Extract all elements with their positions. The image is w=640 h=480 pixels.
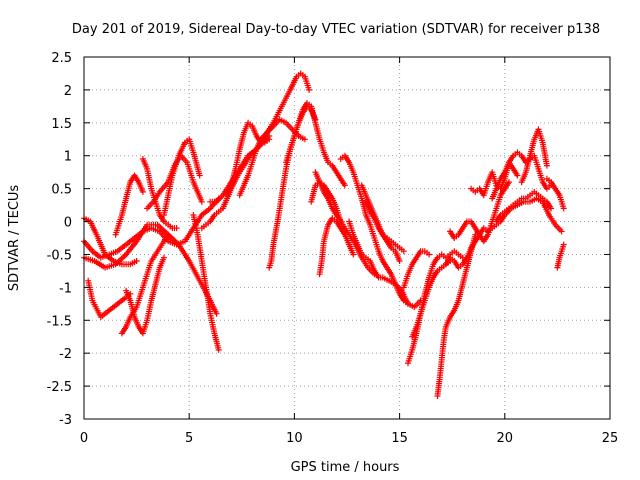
x-axis-label: GPS time / hours [291, 460, 400, 475]
y-tick-label: -2.5 [47, 380, 72, 395]
series-arc-33 [518, 126, 550, 186]
series-arc-24 [362, 198, 407, 255]
y-tick-label: 2 [64, 84, 72, 99]
series-arc-22 [346, 218, 424, 311]
plus-marker [85, 277, 134, 320]
x-tick-label: 10 [286, 431, 303, 446]
x-tick-label: 5 [185, 431, 193, 446]
x-tick-label: 15 [391, 431, 408, 446]
plus-marker [489, 149, 555, 202]
y-tick-label: 0.5 [51, 183, 72, 198]
plus-marker [316, 215, 357, 278]
plus-marker [434, 231, 479, 399]
y-tick-label: 2.5 [51, 51, 72, 66]
y-tick-label: 1 [64, 150, 72, 165]
plus-marker [161, 136, 203, 218]
series-arc-34 [493, 188, 555, 225]
plus-marker [112, 172, 146, 238]
plus-marker [346, 218, 424, 311]
series-arc-35 [543, 175, 567, 212]
data-points [81, 70, 567, 399]
y-tick-label: -1 [59, 281, 72, 296]
y-tick-label: -3 [59, 413, 72, 428]
series-arc-27 [400, 248, 433, 291]
y-axis-label: SDTVAR / TECUs [7, 185, 22, 292]
series-arc-26 [409, 258, 454, 340]
plus-marker [518, 126, 550, 186]
series-arc-36 [554, 241, 567, 271]
plus-marker [543, 175, 567, 212]
plus-marker [308, 179, 344, 225]
y-tick-label: 1.5 [51, 117, 72, 132]
series-arc-30 [447, 179, 512, 245]
plus-marker [493, 188, 555, 225]
y-tick-label: -1.5 [47, 314, 72, 329]
plus-marker [554, 241, 567, 271]
plus-marker [362, 198, 407, 255]
plus-marker [198, 133, 273, 232]
y-tick-label: -2 [59, 347, 72, 362]
y-tick-label: -0.5 [47, 248, 72, 263]
series-arc-17 [283, 100, 348, 189]
plot-frame [83, 56, 611, 420]
series-arc-6 [112, 172, 146, 238]
series-arc-12 [198, 133, 273, 232]
axis-ticks: 0 5 10 15 20 25 -3 -2.5 -2 -1.5 -1 -0.5 0 0.5 1 1.5 2 2.5 [47, 51, 619, 446]
series-arc-7 [123, 254, 167, 337]
plus-marker [123, 254, 167, 337]
x-tick-label: 25 [602, 431, 619, 446]
series-arc-19 [316, 215, 357, 278]
plus-marker [447, 179, 512, 245]
plus-marker [409, 258, 454, 340]
chart-title: Day 201 of 2019, Sidereal Day-to-day VTE… [72, 22, 600, 37]
series-arc-4 [85, 277, 134, 320]
series-arc-10 [161, 136, 203, 218]
series-arc-11 [190, 212, 222, 353]
x-tick-label: 0 [80, 431, 88, 446]
y-tick-label: 0 [64, 216, 72, 231]
x-tick-label: 20 [497, 431, 514, 446]
plus-marker [190, 212, 222, 353]
series-arc-28 [434, 231, 479, 399]
series-arc-32 [489, 149, 555, 202]
plus-marker [283, 100, 348, 189]
series-arc-18 [308, 179, 344, 225]
plus-marker [400, 248, 433, 291]
